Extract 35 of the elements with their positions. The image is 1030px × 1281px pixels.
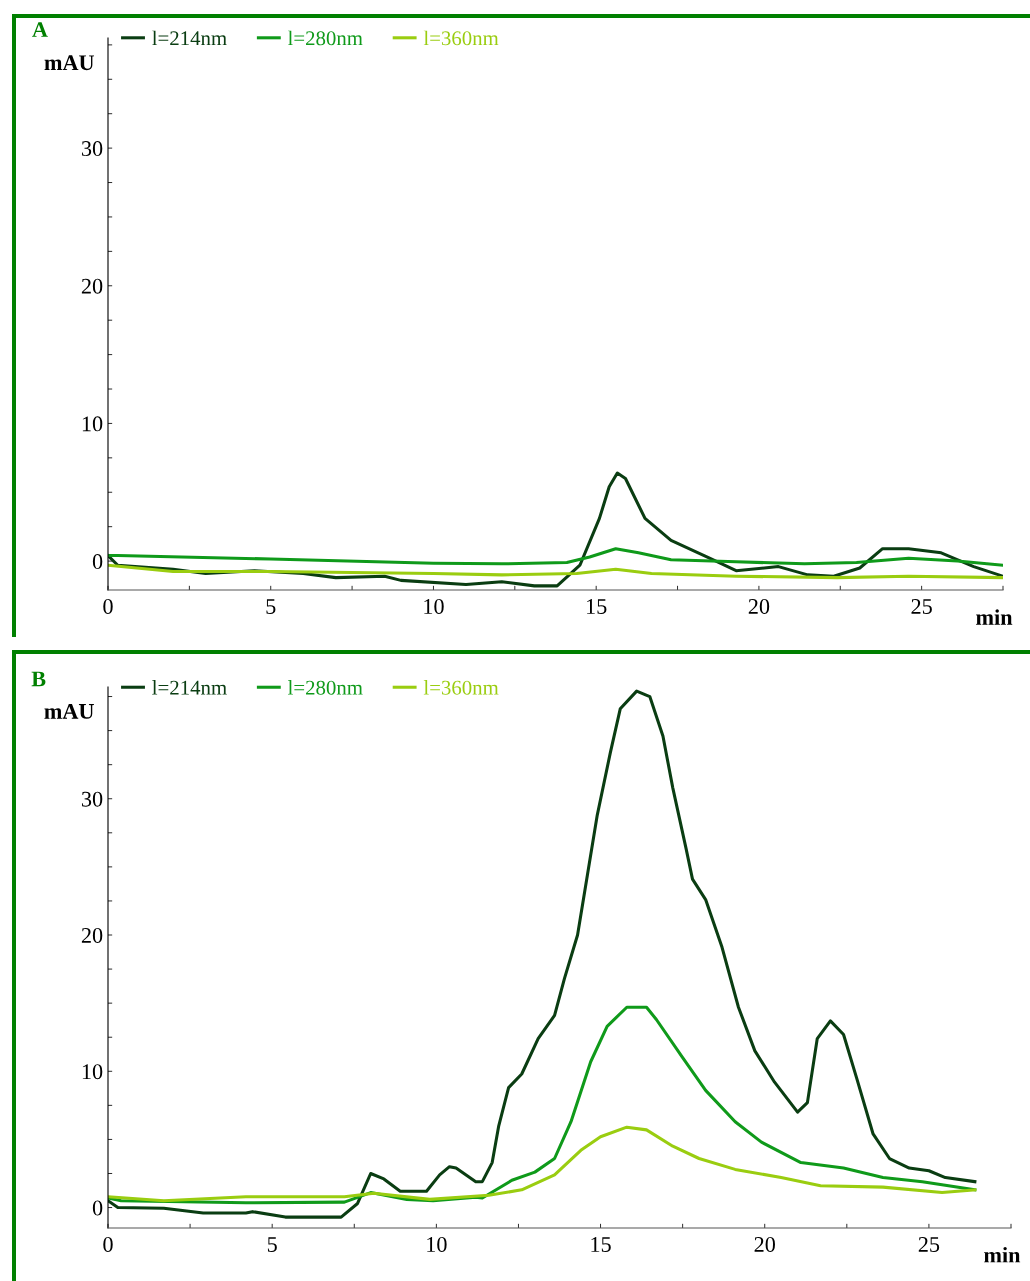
x-tick-label: 15 [591, 1237, 611, 1252]
y-tick-label: 10 [82, 1064, 103, 1080]
x-tick-label: 5 [266, 599, 276, 614]
x-axis-title: min [984, 1246, 1021, 1263]
x-tick-label: 0 [103, 598, 113, 614]
x-tick-label: 10 [427, 1236, 447, 1252]
y-tick-label: 10 [82, 416, 103, 432]
y-tick-label: 30 [81, 791, 103, 807]
y-tick-label: 0 [92, 1200, 103, 1216]
line-series [108, 547, 1003, 567]
y-tick-label: 20 [81, 927, 103, 943]
line-series [108, 563, 1003, 580]
chart-title: B [31, 671, 46, 687]
legend-label: l=214nm [152, 30, 227, 46]
x-tick-label: 0 [103, 1236, 113, 1252]
y-tick-label: 0 [92, 554, 103, 570]
x-axis-title: min [976, 609, 1013, 625]
legend-label: l=360nm [423, 30, 499, 46]
x-tick-label: 15 [587, 599, 607, 614]
y-axis-title: mAU [44, 703, 94, 719]
legend-label: l=280nm [287, 30, 363, 46]
y-tick-label: 30 [81, 141, 103, 157]
chart-title: A [32, 22, 48, 37]
x-tick-label: 5 [267, 1237, 277, 1252]
x-tick-label: 10 [424, 598, 444, 614]
line-series [108, 1125, 977, 1203]
legend-label: l=214nm [152, 680, 227, 695]
x-tick-label: 20 [754, 1236, 775, 1252]
legend-label: l=280nm [287, 680, 363, 695]
x-tick-label: 25 [911, 599, 932, 614]
x-tick-label: 20 [748, 598, 770, 614]
y-tick-label: 20 [81, 278, 103, 294]
y-axis-title: mAU [44, 55, 95, 71]
legend-label: l=360nm [423, 680, 499, 695]
x-tick-label: 25 [918, 1237, 940, 1252]
